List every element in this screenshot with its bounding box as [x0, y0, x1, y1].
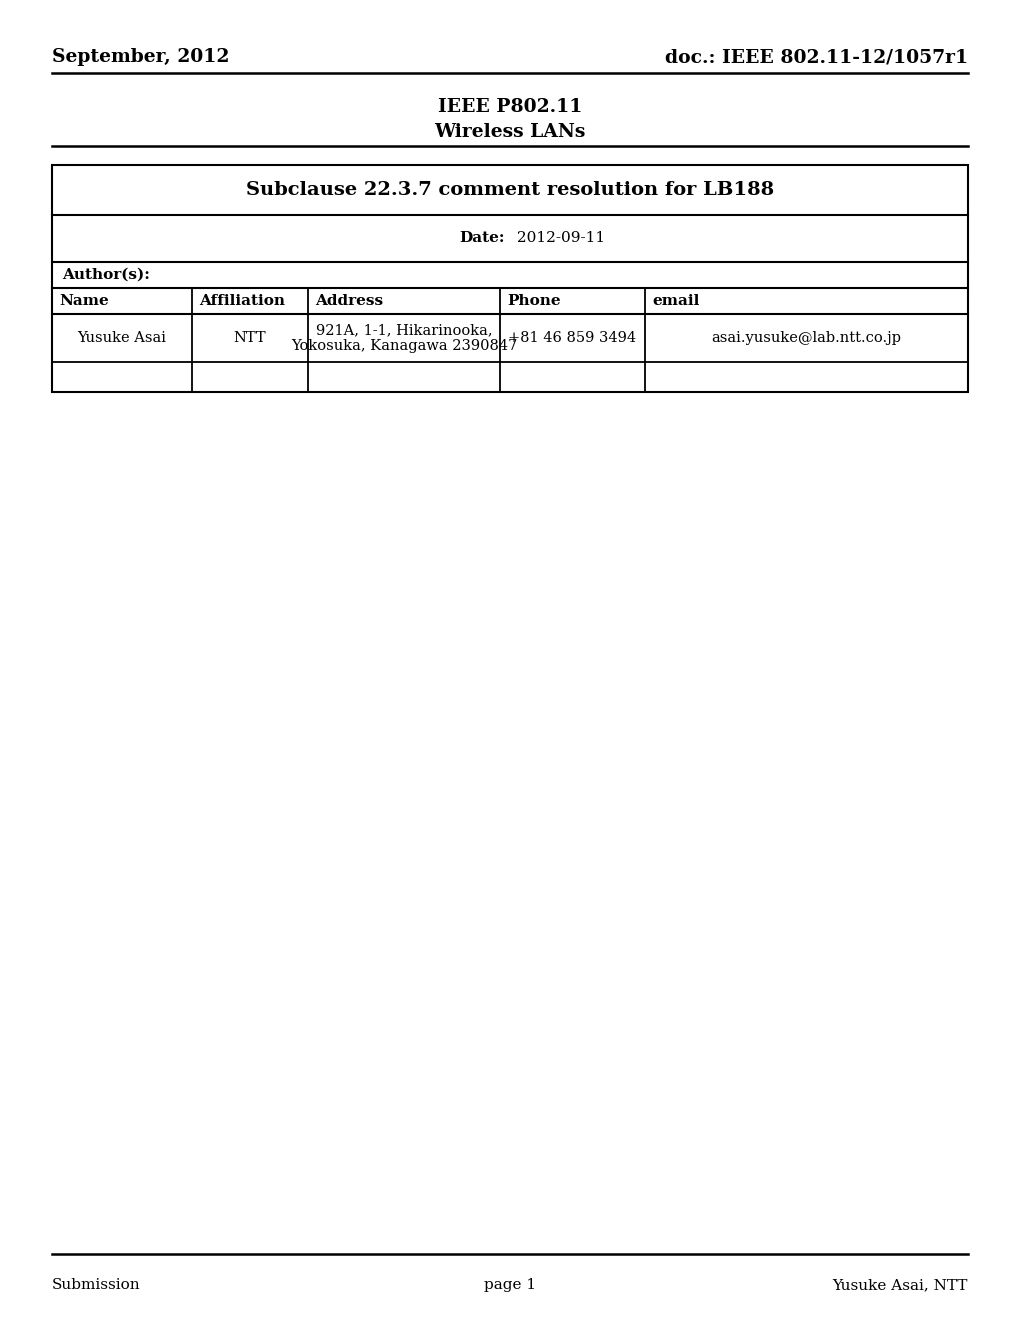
Text: Yusuke Asai, NTT: Yusuke Asai, NTT [832, 1278, 967, 1292]
Text: Address: Address [315, 294, 383, 308]
Text: email: email [651, 294, 699, 308]
Text: NTT: NTT [233, 331, 266, 345]
Text: IEEE P802.11: IEEE P802.11 [437, 98, 582, 116]
Text: Submission: Submission [52, 1278, 141, 1292]
Text: 921A, 1-1, Hikarinooka,
Yokosuka, Kanagawa 2390847: 921A, 1-1, Hikarinooka, Yokosuka, Kanaga… [290, 323, 517, 354]
Text: September, 2012: September, 2012 [52, 48, 229, 66]
Text: 2012-09-11: 2012-09-11 [512, 231, 604, 246]
Text: Phone: Phone [506, 294, 560, 308]
Text: Author(s):: Author(s): [62, 268, 150, 282]
Text: Subclause 22.3.7 comment resolution for LB188: Subclause 22.3.7 comment resolution for … [246, 181, 773, 199]
Text: page 1: page 1 [483, 1278, 536, 1292]
Text: Name: Name [59, 294, 109, 308]
Text: asai.yusuke@lab.ntt.co.jp: asai.yusuke@lab.ntt.co.jp [711, 331, 901, 345]
Text: +81 46 859 3494: +81 46 859 3494 [507, 331, 636, 345]
Text: Date:: Date: [459, 231, 504, 246]
Text: Affiliation: Affiliation [199, 294, 284, 308]
Text: doc.: IEEE 802.11-12/1057r1: doc.: IEEE 802.11-12/1057r1 [664, 48, 967, 66]
Text: Wireless LANs: Wireless LANs [434, 123, 585, 141]
Bar [52, 165, 967, 392]
Text: Yusuke Asai: Yusuke Asai [77, 331, 166, 345]
